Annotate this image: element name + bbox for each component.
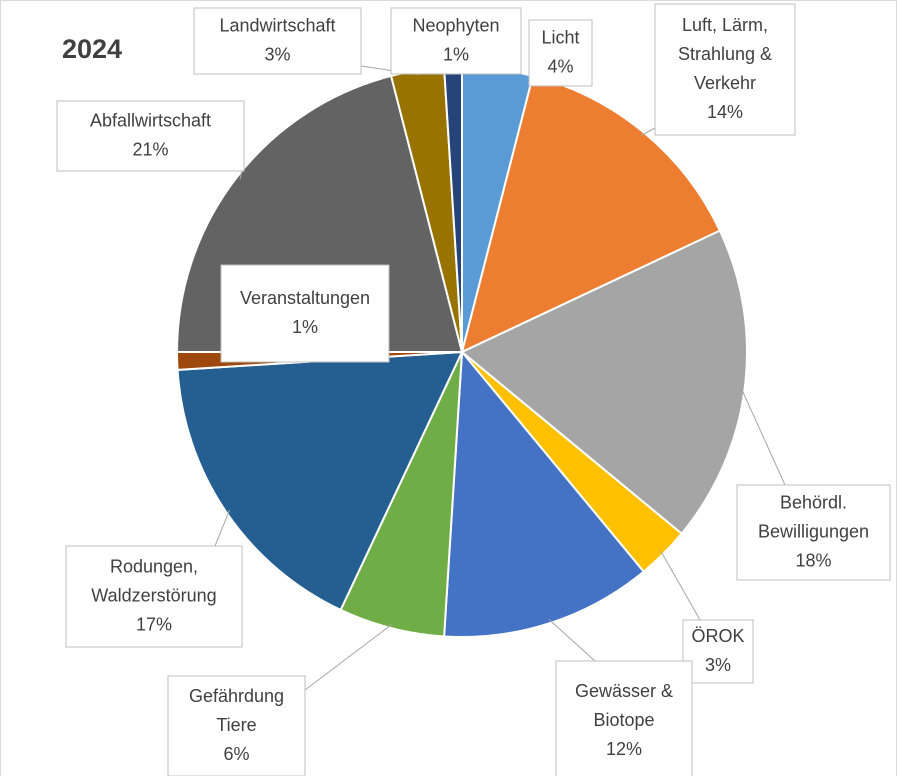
slice-label: Gefährdung Tiere [189, 686, 284, 735]
label-line: Strahlung & [678, 44, 772, 64]
slice-label: Licht [541, 27, 579, 47]
pie-slice [460, 229, 748, 536]
pie-slice [176, 350, 464, 612]
value-label: 21% [132, 139, 168, 159]
label-line: Tiere [216, 715, 256, 735]
slice-label: Gewässer & Biotope [575, 681, 673, 730]
label-line: Verkehr [694, 73, 756, 93]
label-box [654, 3, 796, 136]
leader-line [740, 387, 786, 486]
label-line: ÖROK [691, 626, 744, 646]
label-line: Luft, Lärm, [682, 15, 768, 35]
value-label: 12% [606, 739, 642, 759]
leader-line [548, 618, 596, 662]
slice-label: Landwirtschaft [219, 15, 335, 35]
label-box [65, 545, 243, 648]
pie [175, 65, 748, 638]
value-label: 3% [264, 44, 290, 64]
value-label: 1% [292, 317, 318, 337]
label-box [56, 100, 245, 172]
label-line: Abfallwirtschaft [90, 110, 211, 130]
value-label: 1% [443, 44, 469, 64]
label-line: Landwirtschaft [219, 15, 335, 35]
value-label: 4% [547, 56, 573, 76]
leader-line [304, 623, 393, 691]
label-line: Veranstaltungen [240, 288, 370, 308]
label-box [193, 7, 362, 75]
value-label: 3% [705, 655, 731, 675]
slice-label: Rodungen, Waldzerstörung [91, 556, 216, 605]
label-line: Gewässer & [575, 681, 673, 701]
value-label: 17% [136, 614, 172, 634]
leader-line [660, 550, 701, 621]
label-box [167, 675, 306, 776]
label-box [555, 660, 693, 776]
label-line: Rodungen, [110, 556, 198, 576]
label-line: Neophyten [412, 15, 499, 35]
slice-label: Behördl. Bewilligungen [758, 492, 869, 541]
labels: Licht 4% Luft, Lärm, Strahlung & Verkehr 14% B… [56, 3, 891, 776]
slice-label: ÖROK [691, 626, 744, 646]
label-box [390, 7, 522, 75]
leader-line [214, 509, 231, 547]
label-line: Biotope [593, 710, 654, 730]
chart-title: 2024 [62, 34, 122, 64]
label-line: Waldzerstörung [91, 585, 216, 605]
leader-line [640, 127, 656, 136]
slice-label: Abfallwirtschaft [90, 110, 211, 130]
value-label: 14% [707, 102, 743, 122]
label-line: Gefährdung [189, 686, 284, 706]
pie-slice [443, 349, 646, 638]
value-label: 18% [795, 550, 831, 570]
slice-label: Neophyten [412, 15, 499, 35]
slice-label: Veranstaltungen [240, 288, 370, 308]
slice-label: Luft, Lärm, Strahlung & Verkehr [678, 15, 772, 93]
label-line: Bewilligungen [758, 521, 869, 541]
label-box [220, 264, 390, 363]
label-box [682, 619, 754, 684]
value-label: 6% [223, 744, 249, 764]
label-box [528, 19, 593, 87]
label-box [736, 484, 891, 581]
label-line: Behördl. [780, 492, 847, 512]
label-line: Licht [541, 27, 579, 47]
